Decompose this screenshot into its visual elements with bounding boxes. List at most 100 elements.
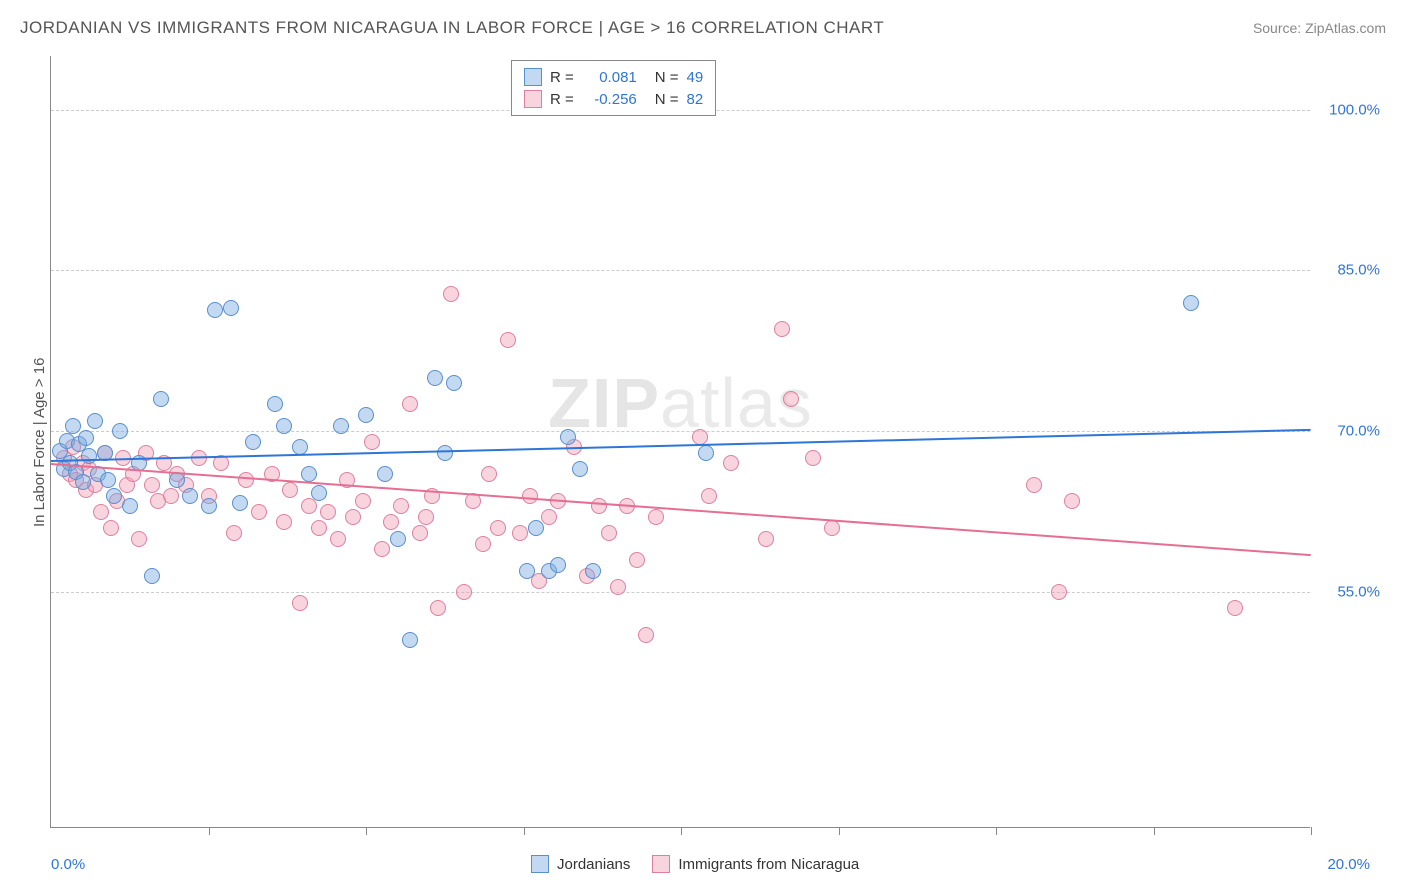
gridline [51,592,1310,593]
series-a-point [427,370,443,386]
series-b-point [805,450,821,466]
series-a-point [112,423,128,439]
swatch-icon [524,90,542,108]
series-b-point [402,396,418,412]
series-b-point [723,455,739,471]
series-b-point [412,525,428,541]
series-b-point [783,391,799,407]
series-b-point [512,525,528,541]
series-a-point [528,520,544,536]
series-a-point [153,391,169,407]
series-a-point [698,445,714,461]
series-b-point [443,286,459,302]
series-b-point [292,595,308,611]
n-label: N = [655,69,679,86]
legend-label: Jordanians [557,856,630,873]
series-a-point [81,448,97,464]
y-tick-label: 100.0% [1320,101,1380,118]
page-title: JORDANIAN VS IMMIGRANTS FROM NICARAGUA I… [20,18,884,38]
series-b-point [320,504,336,520]
series-b-point [481,466,497,482]
series-a-point [276,418,292,434]
series-a-point [1183,295,1199,311]
series-b-point [522,488,538,504]
series-a-point [390,531,406,547]
series-b-point [1026,477,1042,493]
series-a-point [87,413,103,429]
r-label: R = [550,69,574,86]
series-a-point [267,396,283,412]
y-tick-label: 85.0% [1320,262,1380,279]
series-a-trendline [51,429,1311,462]
series-b-point [418,509,434,525]
series-b-point [701,488,717,504]
series-a-point [201,498,217,514]
series-a-point [144,568,160,584]
stats-legend: R =0.081N =49R =-0.256N =82 [511,60,716,116]
series-b-point [374,541,390,557]
series-b-point [430,600,446,616]
series-a-point [301,466,317,482]
series-b-point [364,434,380,450]
series-b-point [345,509,361,525]
series-b-point [226,525,242,541]
x-tick [1311,827,1312,835]
series-a-point [223,300,239,316]
scatter-plot: ZIPatlas 55.0%70.0%85.0%100.0%0.0%20.0%I… [50,56,1310,828]
series-b-point [93,504,109,520]
n-value: 82 [687,91,704,108]
series-a-point [358,407,374,423]
series-a-point [122,498,138,514]
series-b-point [648,509,664,525]
series-a-point [572,461,588,477]
x-tick [839,827,840,835]
r-value: 0.081 [582,69,637,86]
series-b-point [355,493,371,509]
series-a-point [446,375,462,391]
series-b-point [251,504,267,520]
series-a-point [232,495,248,511]
series-a-point [207,302,223,318]
series-a-point [402,632,418,648]
series-b-point [311,520,327,536]
swatch-icon [531,855,549,873]
x-min-label: 0.0% [51,856,85,873]
series-a-point [550,557,566,573]
header: JORDANIAN VS IMMIGRANTS FROM NICARAGUA I… [20,18,1386,38]
bottom-legend: Jordanians Immigrants from Nicaragua [531,855,859,873]
series-b-point [1227,600,1243,616]
series-b-point [500,332,516,348]
y-tick-label: 55.0% [1320,584,1380,601]
series-a-point [560,429,576,445]
swatch-icon [524,68,542,86]
legend-item: Jordanians [531,855,630,873]
x-tick [209,827,210,835]
series-a-point [75,474,91,490]
series-a-point [519,563,535,579]
y-tick-label: 70.0% [1320,423,1380,440]
x-tick [1154,827,1155,835]
series-b-point [541,509,557,525]
r-value: -0.256 [582,91,637,108]
series-b-point [601,525,617,541]
x-tick [996,827,997,835]
stats-row: R =-0.256N =82 [524,88,703,110]
r-label: R = [550,91,574,108]
series-b-point [1064,493,1080,509]
series-b-point [383,514,399,530]
series-b-point [131,531,147,547]
series-a-point [333,418,349,434]
legend-item: Immigrants from Nicaragua [652,855,859,873]
x-max-label: 20.0% [1327,856,1370,873]
series-a-point [100,472,116,488]
series-a-point [311,485,327,501]
series-b-point [144,477,160,493]
series-b-point [758,531,774,547]
series-a-point [377,466,393,482]
series-b-point [475,536,491,552]
series-b-point [163,488,179,504]
series-a-point [78,430,94,446]
series-b-point [591,498,607,514]
n-value: 49 [687,69,704,86]
series-b-point [692,429,708,445]
